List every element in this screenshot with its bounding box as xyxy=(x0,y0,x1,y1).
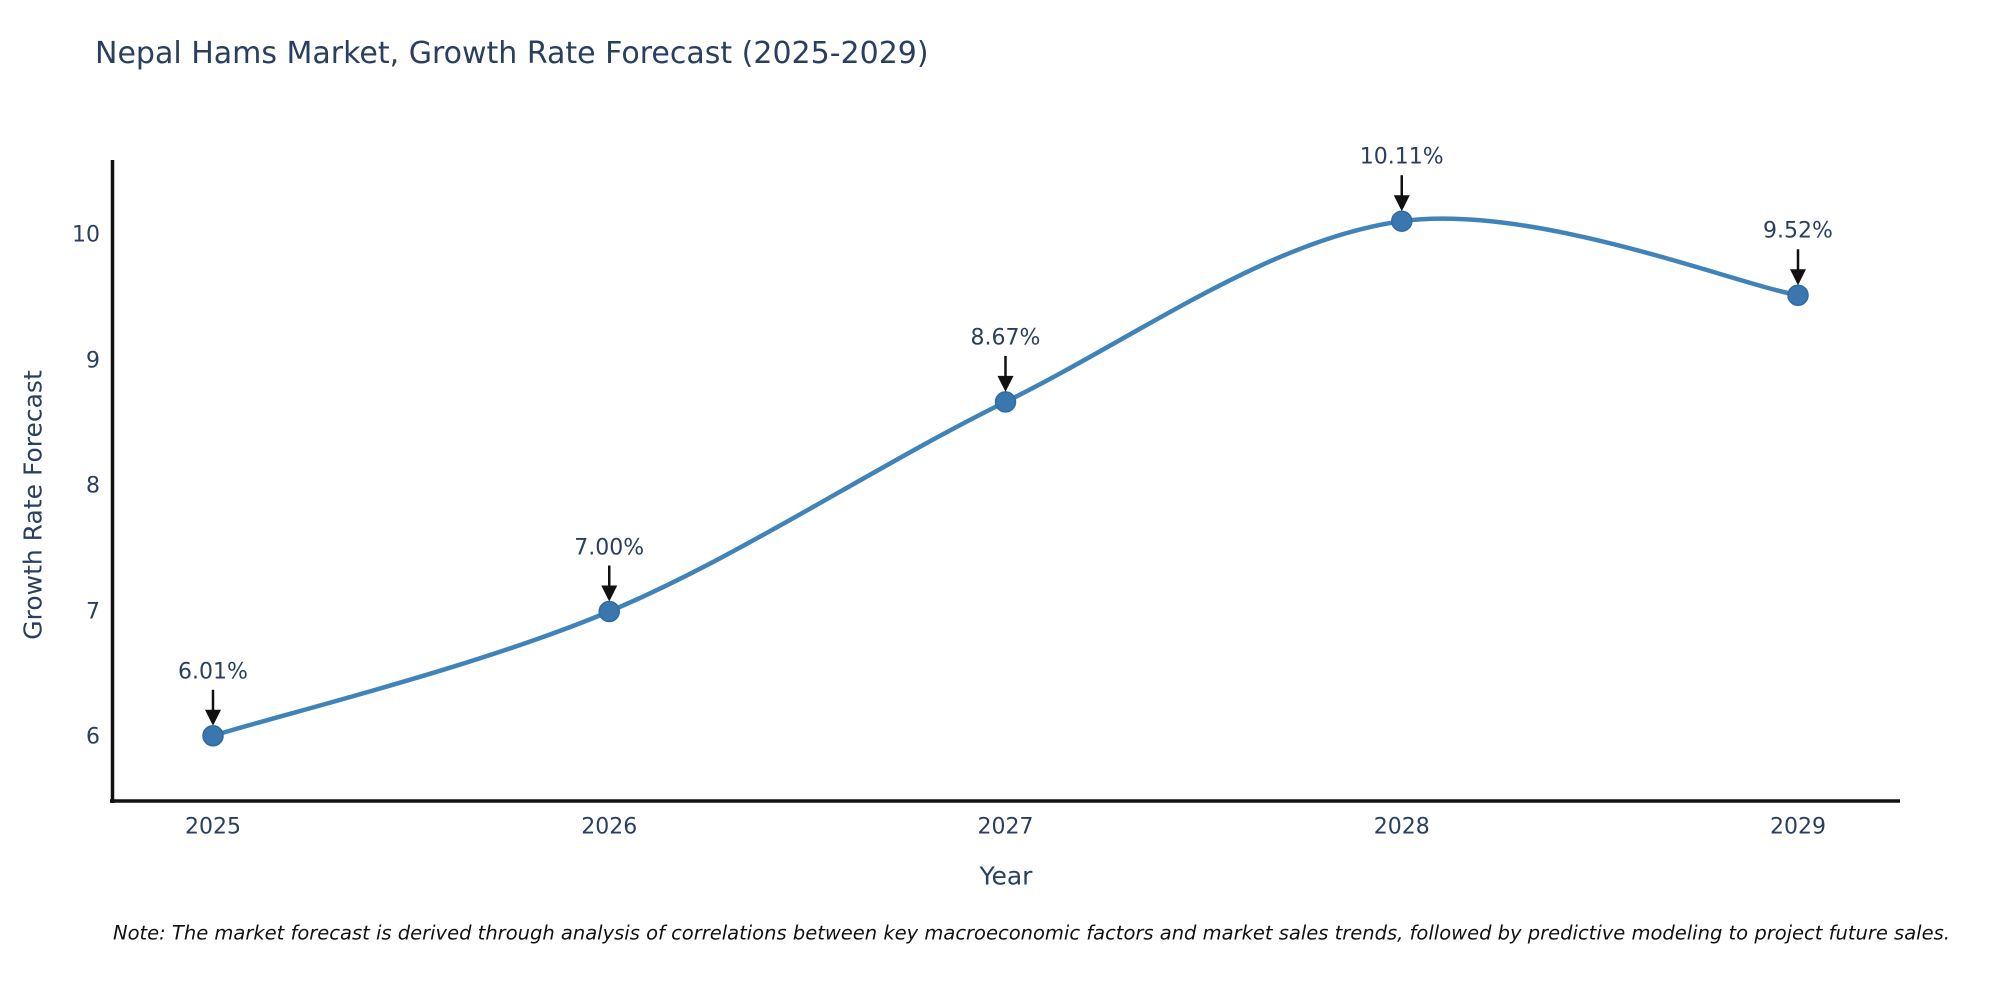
x-tick-label: 2025 xyxy=(185,814,241,840)
x-tick-label: 2029 xyxy=(1770,814,1826,840)
y-tick-label: 10 xyxy=(72,222,100,248)
annotation-arrowhead xyxy=(997,375,1014,392)
annotation-arrowhead xyxy=(1393,195,1410,212)
point-annotation-label: 10.11% xyxy=(1359,144,1444,170)
x-axis-title: Year xyxy=(979,861,1033,891)
data-point-marker xyxy=(1787,284,1809,306)
data-point-marker xyxy=(1391,210,1413,232)
x-tick-label: 2027 xyxy=(977,814,1034,840)
y-tick-label: 6 xyxy=(86,724,100,750)
series-line xyxy=(210,216,1801,738)
y-tick-label: 8 xyxy=(86,473,100,499)
annotation-arrowhead xyxy=(601,585,618,602)
footnote: Note: The market forecast is derived thr… xyxy=(113,921,1950,945)
y-tick-label: 7 xyxy=(86,599,100,624)
data-point-marker xyxy=(598,600,620,623)
y-tick-label: 9 xyxy=(86,348,100,373)
x-tick-label: 2026 xyxy=(581,814,638,840)
x-tick-label: 2028 xyxy=(1373,814,1430,840)
annotation-arrowhead xyxy=(1790,269,1806,286)
point-annotation-label: 7.00% xyxy=(574,535,645,560)
annotation-arrowhead xyxy=(205,709,221,726)
data-point-marker xyxy=(994,391,1017,413)
point-annotation-label: 6.01% xyxy=(178,659,248,685)
point-annotation-label: 9.52% xyxy=(1763,218,1833,244)
chart-title: Nepal Hams Market, Growth Rate Forecast … xyxy=(95,36,929,71)
data-point-marker xyxy=(202,724,224,747)
point-annotation-label: 8.67% xyxy=(970,325,1041,351)
